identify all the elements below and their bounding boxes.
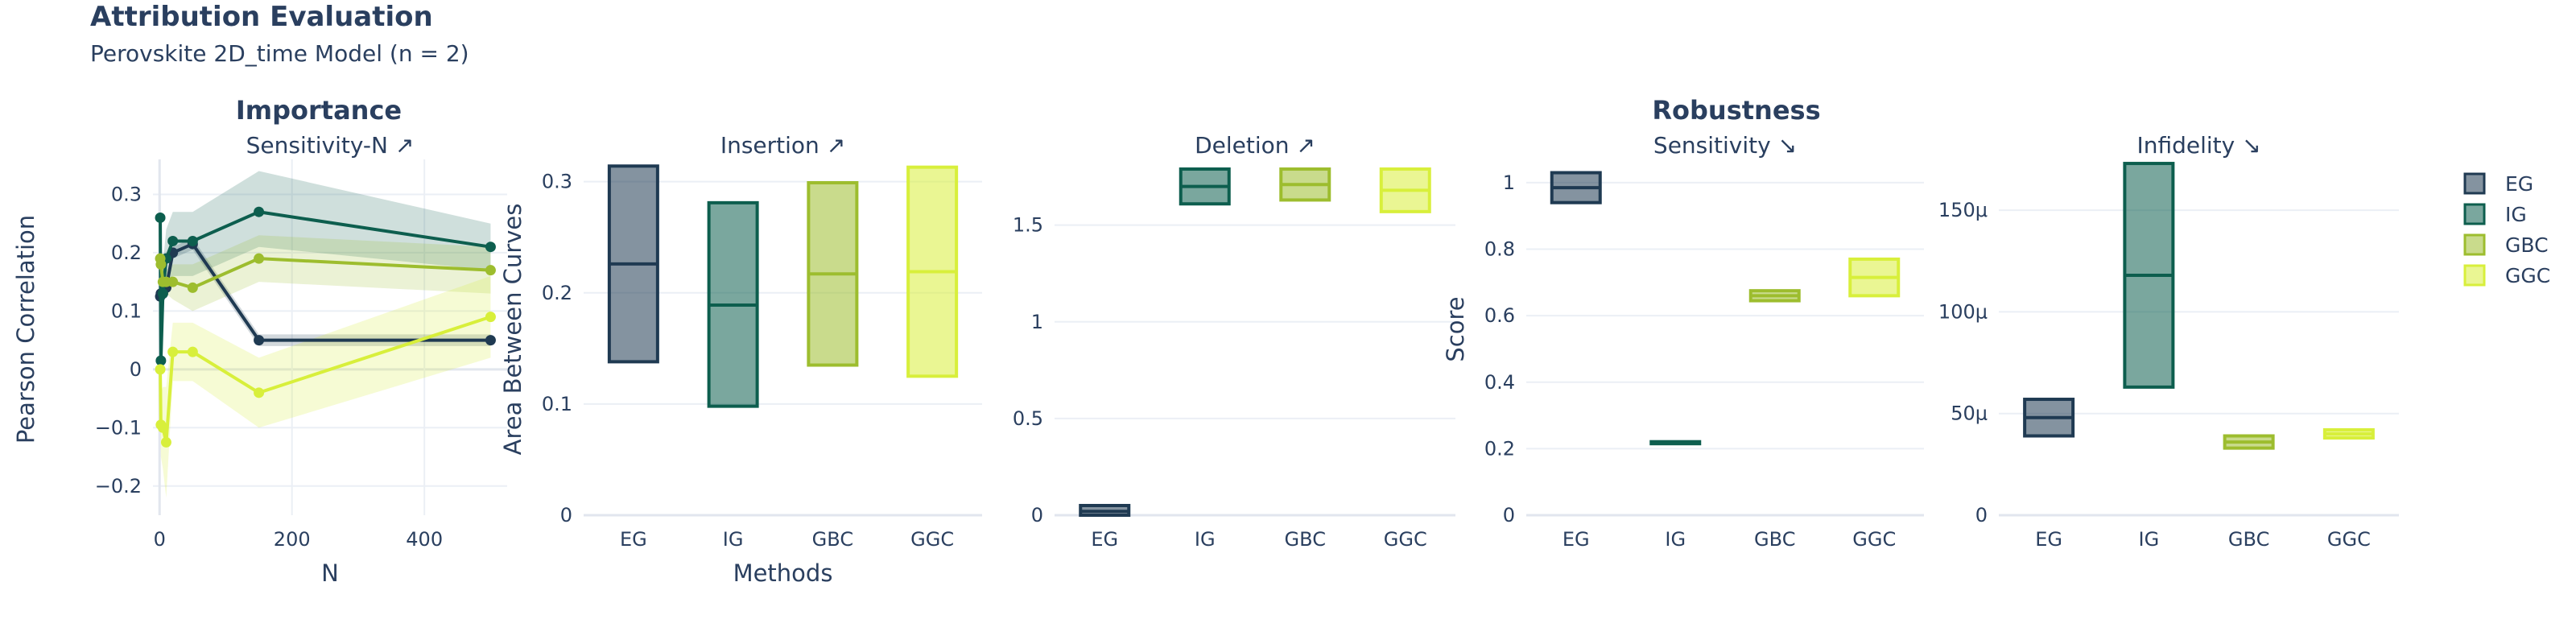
x-tick-label: GBC: [812, 528, 853, 551]
series-line-ig: [159, 210, 491, 361]
y-tick-label: 0.2: [111, 242, 142, 264]
x-tick-label: GBC: [2228, 528, 2269, 551]
data-point-ig: [187, 235, 198, 246]
legend-swatch-eg: [2463, 172, 2486, 195]
x-tick-label: EG: [1091, 528, 1118, 551]
data-point-ig: [155, 212, 166, 223]
subplot-2: Insertion ↗ 0 0.1 0.2 0.3 Area Between Curves…: [499, 132, 982, 587]
data-point-gbc: [155, 258, 167, 270]
y-tick-label: 0.5: [1013, 407, 1043, 430]
y-tick-label: 1: [1031, 311, 1043, 333]
x-tick-label: EG: [620, 528, 647, 551]
x-tick-label: 400: [406, 528, 443, 551]
x-tick-label: GBC: [1285, 528, 1326, 551]
legend-swatch-gbc: [2463, 233, 2486, 256]
y-tick-label: 0: [1975, 504, 1988, 526]
legend-swatch-ggc: [2463, 264, 2486, 287]
data-point-ggc: [160, 436, 171, 448]
data-point-ig: [157, 288, 168, 299]
y-tick-label: 0.1: [111, 299, 142, 322]
figure-title: Attribution Evaluation: [90, 1, 433, 33]
panel-title: Insertion ↗: [720, 132, 845, 159]
x-tick-label: GGC: [910, 528, 954, 551]
data-point-eg: [485, 335, 496, 346]
y-tick-label: 0: [560, 504, 572, 526]
y-tick-label: 0.2: [1484, 437, 1515, 460]
data-point-gbc: [187, 282, 198, 293]
confidence-band-ig: [160, 171, 491, 387]
legend-label-gbc: GBC: [2505, 233, 2549, 257]
x-tick-label: EG: [2035, 528, 2062, 551]
data-point-ig: [167, 235, 179, 246]
x-tick-label: GGC: [2327, 528, 2371, 551]
y-tick-label: 150μ: [1938, 199, 1988, 221]
panel-title: Sensitivity ↘: [1653, 132, 1797, 159]
y-tick-label: 0: [1031, 504, 1043, 526]
group-title-robustness: Robustness: [1652, 95, 1820, 126]
subplot-5: Infidelity ↘ 0 50μ 100μ 150μ EG IG GBC GGC: [1938, 132, 2399, 551]
figure-subtitle: Perovskite 2D_time Model (n = 2): [90, 40, 469, 67]
group-title-importance: Importance: [236, 95, 402, 126]
data-point-ggc: [485, 312, 496, 323]
x-axis-label: N: [321, 559, 339, 587]
y-tick-label: 0.2: [542, 282, 572, 304]
x-tick-label: IG: [1665, 528, 1686, 551]
data-point-ggc: [187, 346, 198, 357]
legend-label-eg: EG: [2505, 172, 2533, 196]
y-tick-label: 50μ: [1951, 402, 1988, 425]
legend-label-ig: IG: [2505, 203, 2527, 226]
data-point-eg: [254, 335, 265, 346]
subplot-3: Deletion ↗ 0 0.5 1 1.5 EG IG GBC GGC: [1013, 132, 1455, 551]
x-tick-label: 0: [154, 528, 166, 551]
y-tick-label: 0.3: [542, 171, 572, 193]
data-point-gbc: [485, 265, 496, 276]
y-axis-label: Area Between Curves: [499, 204, 526, 456]
x-tick-label: GBC: [1754, 528, 1795, 551]
y-tick-label: −0.1: [95, 416, 142, 439]
data-point-ggc: [167, 346, 179, 357]
data-point-ig: [254, 206, 265, 217]
y-tick-label: 0.6: [1484, 304, 1515, 327]
confidence-band-ggc: [160, 275, 491, 498]
y-tick-label: 0: [1503, 504, 1515, 526]
x-axis-label: Methods: [733, 559, 833, 587]
x-tick-label: GGC: [1384, 528, 1427, 551]
data-point-ig: [485, 242, 496, 253]
legend[interactable]: EG IG GBC GGC: [2463, 172, 2550, 287]
panel-title: Infidelity ↘: [2136, 132, 2260, 159]
y-axis-label: Pearson Correlation: [12, 215, 39, 444]
y-tick-label: 100μ: [1938, 300, 1988, 323]
legend-label-ggc: GGC: [2505, 264, 2550, 287]
subplot-1: Sensitivity-N ↗ −0.2 −0.1 0 0.1 0.2 0.3 Pearson…: [12, 132, 507, 587]
x-tick-label: IG: [2139, 528, 2160, 551]
y-tick-label: 1: [1503, 171, 1515, 194]
y-tick-label: 0.4: [1484, 371, 1515, 394]
data-point-ig: [155, 355, 167, 366]
subplot-4: Sensitivity ↘ 0 0.2 0.4 0.6 0.8 1 Score EG IG GBC G…: [1442, 132, 1924, 551]
y-tick-label: 0.1: [542, 393, 572, 415]
panel-title: Deletion ↗: [1195, 132, 1315, 159]
y-tick-label: 0.8: [1484, 238, 1515, 261]
x-tick-label: IG: [1195, 528, 1216, 551]
x-tick-label: EG: [1563, 528, 1590, 551]
data-point-ggc: [155, 364, 166, 375]
x-tick-label: 200: [274, 528, 311, 551]
data-point-ggc: [254, 387, 265, 398]
y-axis-label: Score: [1442, 296, 1469, 361]
data-point-gbc: [254, 253, 265, 264]
x-tick-label: IG: [723, 528, 744, 551]
y-tick-label: 0.3: [111, 183, 142, 205]
panel-title: Sensitivity-N ↗: [246, 132, 415, 159]
y-tick-label: 0: [130, 358, 142, 381]
legend-swatch-ig: [2463, 203, 2486, 225]
y-tick-label: 1.5: [1013, 214, 1043, 237]
y-tick-label: −0.2: [95, 475, 142, 497]
data-point-ggc: [157, 422, 168, 433]
confidence-band-gbc: [160, 235, 491, 312]
data-point-gbc: [167, 276, 179, 287]
subplot-panels: Sensitivity-N ↗ −0.2 −0.1 0 0.1 0.2 0.3 Pearson…: [12, 132, 2399, 587]
x-tick-label: GGC: [1852, 528, 1896, 551]
